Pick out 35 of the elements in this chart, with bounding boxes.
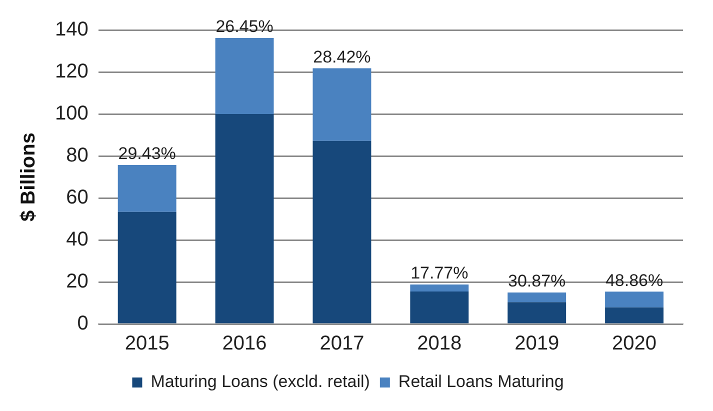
bar (605, 292, 664, 308)
annotation: 29.43% (118, 144, 176, 164)
bar (508, 292, 566, 302)
legend-label: Maturing Loans (excld. retail) (150, 372, 370, 392)
bar (118, 212, 176, 324)
y-tick-label: 0 (77, 312, 88, 335)
x-tick-label: 2016 (222, 332, 267, 355)
x-tick-label: 2018 (417, 332, 462, 355)
bar (410, 291, 469, 324)
y-axis-title: $ Billions (18, 132, 40, 222)
annotation: 26.45% (216, 17, 274, 36)
x-tick-label: 2019 (514, 332, 560, 355)
bar (312, 68, 372, 141)
y-tick-label: 20 (66, 270, 88, 293)
annotation: 48.86% (605, 270, 664, 290)
y-tick-label: 120 (54, 60, 88, 83)
y-tick-label: 40 (66, 228, 88, 251)
y-tick-label: 80 (66, 144, 88, 167)
x-tick-label: 2017 (320, 332, 364, 355)
y-tick-label: 60 (66, 186, 88, 209)
x-tick-label: 2020 (612, 332, 657, 355)
bar (118, 165, 176, 212)
legend-label: Retail Loans Maturing (398, 372, 564, 392)
x-tick-label: 2015 (124, 332, 170, 355)
bar (605, 307, 664, 324)
bar (215, 38, 274, 114)
bar (410, 284, 469, 292)
bar (508, 302, 566, 324)
annotation: 28.42% (313, 47, 371, 66)
y-tick-label: 100 (54, 102, 88, 125)
y-tick-label: 140 (54, 18, 88, 41)
bar (312, 140, 372, 324)
annotation: 17.77% (410, 264, 468, 283)
bar (215, 114, 274, 324)
annotation: 30.87% (508, 272, 566, 291)
